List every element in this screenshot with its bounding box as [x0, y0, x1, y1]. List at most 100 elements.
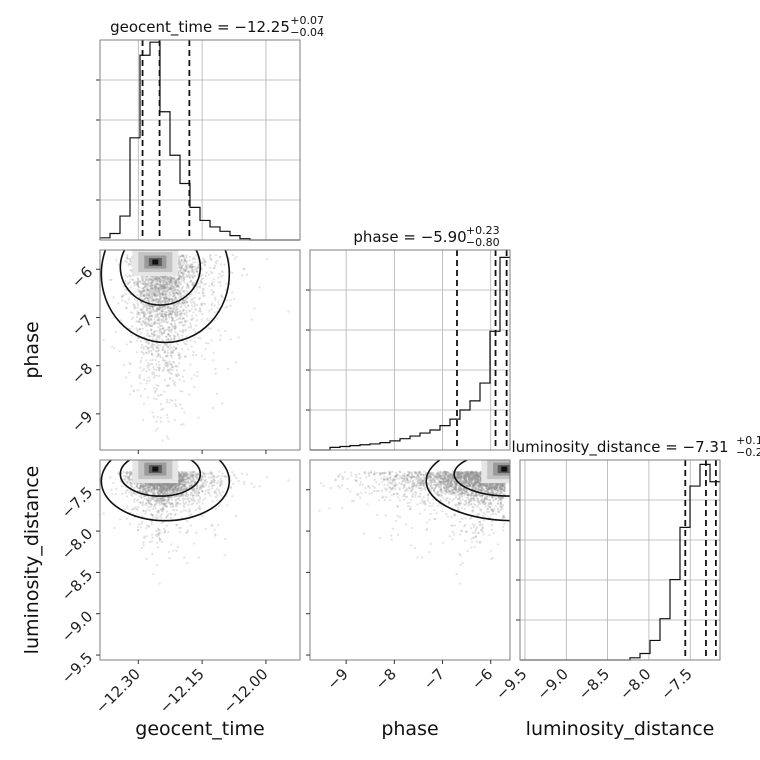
sample-point — [164, 320, 167, 323]
sample-point — [129, 260, 132, 263]
sample-point — [187, 285, 190, 288]
sample-point — [160, 310, 163, 313]
sample-point — [209, 481, 213, 484]
sample-point — [193, 487, 196, 490]
sample-point — [169, 485, 172, 489]
sample-point — [130, 493, 133, 496]
sample-point — [163, 344, 166, 347]
sample-point — [154, 338, 157, 341]
sample-point — [234, 361, 238, 364]
sample-point — [156, 541, 159, 544]
sample-point — [186, 282, 189, 285]
sample-point — [165, 499, 168, 502]
sample-point — [149, 488, 152, 491]
sample-point — [210, 302, 214, 305]
sample-point — [182, 474, 185, 477]
sample-point — [172, 491, 175, 494]
sample-point — [172, 488, 175, 491]
sample-point — [138, 487, 142, 490]
sample-point — [156, 308, 159, 311]
sample-point — [190, 472, 193, 475]
sample-point — [172, 325, 175, 328]
sample-point — [149, 278, 152, 281]
sample-point — [125, 306, 128, 309]
sample-point — [129, 483, 132, 486]
sample-point — [157, 533, 160, 536]
sample-point — [152, 497, 155, 500]
sample-point — [178, 479, 181, 482]
sample-point — [166, 492, 170, 496]
sample-point — [165, 354, 168, 357]
sample-point — [154, 483, 157, 486]
sample-point — [167, 290, 170, 293]
sample-point — [220, 270, 224, 273]
sample-point — [150, 295, 153, 298]
sample-point — [165, 487, 169, 490]
sample-point — [133, 492, 137, 495]
sample-point — [201, 489, 204, 493]
sample-point — [158, 484, 161, 487]
sample-point — [179, 474, 182, 477]
sample-point — [176, 311, 179, 314]
sample-point — [142, 484, 146, 488]
sample-point — [163, 378, 166, 381]
sample-point — [166, 286, 169, 289]
sample-point — [183, 259, 187, 262]
sample-point — [180, 471, 183, 475]
sample-point — [183, 259, 186, 262]
sample-point — [180, 271, 184, 274]
sample-point — [189, 491, 193, 494]
histogram-phase — [310, 256, 510, 451]
sample-point — [183, 318, 187, 322]
sample-point — [141, 294, 145, 297]
sample-point — [140, 484, 143, 487]
sample-point — [204, 478, 207, 482]
sample-point — [160, 315, 163, 318]
sample-point — [181, 254, 184, 257]
sample-point — [177, 482, 181, 486]
sample-point — [207, 485, 210, 488]
sample-point — [191, 481, 194, 484]
sample-point — [169, 516, 172, 519]
sample-point — [153, 484, 156, 487]
sample-point — [182, 478, 185, 481]
sample-point — [186, 275, 189, 278]
sample-point — [198, 487, 201, 490]
sample-point — [161, 314, 164, 317]
sample-point — [138, 373, 142, 377]
sample-point — [156, 302, 159, 305]
sample-point — [168, 347, 171, 350]
sample-point — [151, 275, 154, 278]
sample-point — [145, 484, 148, 487]
sample-point — [179, 291, 182, 295]
sample-point — [176, 279, 180, 282]
sample-point — [176, 545, 179, 549]
sample-point — [138, 328, 141, 331]
sample-point — [129, 473, 133, 476]
sample-point — [144, 313, 147, 316]
sample-point — [138, 289, 141, 293]
sample-point — [159, 325, 163, 328]
sample-point — [166, 416, 169, 419]
sample-point — [152, 333, 156, 336]
sample-point — [129, 393, 132, 396]
sample-point — [140, 484, 143, 487]
axes-frame — [99, 249, 301, 451]
sample-point — [163, 311, 166, 314]
sample-point — [153, 331, 156, 334]
sample-point — [150, 483, 153, 486]
sample-point — [155, 346, 158, 350]
sample-point — [142, 490, 145, 493]
sample-point — [165, 306, 168, 309]
sample-point — [210, 308, 213, 311]
sample-point — [160, 488, 164, 491]
sample-point — [183, 478, 187, 481]
sample-point — [136, 482, 140, 486]
sample-point — [127, 480, 130, 483]
sample-point — [172, 289, 176, 292]
sample-point — [158, 369, 161, 372]
sample-point — [162, 489, 165, 492]
sample-point — [159, 297, 163, 300]
sample-point — [192, 476, 195, 480]
sample-point — [187, 477, 190, 480]
